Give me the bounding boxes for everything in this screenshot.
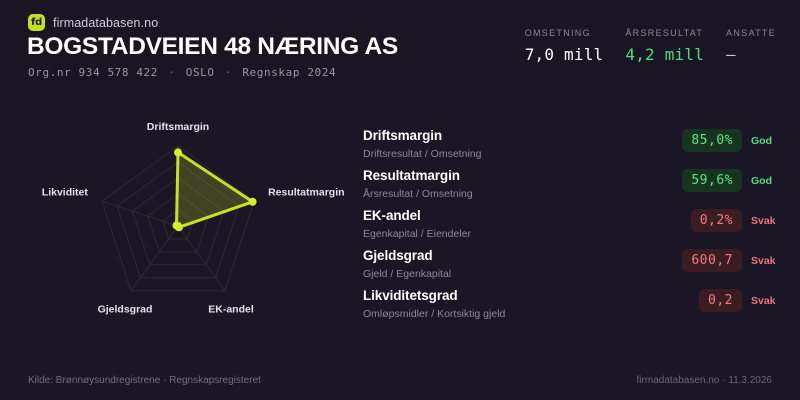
- metric-formula: Årsresultat / Omsetning: [363, 187, 473, 200]
- metric-row-resultatmargin[interactable]: Resultatmargin Årsresultat / Omsetning 5…: [363, 168, 783, 208]
- stat-label: ANSATTE: [726, 28, 776, 38]
- metric-formula: Driftsresultat / Omsetning: [363, 147, 482, 160]
- metric-text: Gjeldsgrad Gjeld / Egenkapital: [363, 248, 682, 280]
- stat-ansatte: ANSATTE –: [726, 28, 776, 64]
- metric-text: EK-andel Egenkapital / Eiendeler: [363, 208, 691, 240]
- radar-chart: Driftsmargin Resultatmargin EK-andel Gjelds…: [0, 88, 350, 338]
- accounting-year: Regnskap 2024: [242, 66, 337, 79]
- radar-axis-label: EK-andel: [208, 304, 254, 316]
- metric-rating: Svak: [751, 214, 776, 227]
- stat-omsetning: OMSETNING 7,0 mill: [525, 28, 604, 64]
- meta-separator-1: ·: [168, 66, 176, 79]
- metrics-list: Driftsmargin Driftsresultat / Omsetning …: [363, 128, 783, 328]
- page-footer: Kilde: Brønnøysundregistrene · Regnskaps…: [0, 366, 800, 400]
- radar-grid: [101, 145, 255, 292]
- stat-value: –: [726, 45, 736, 64]
- metric-value-badge: 600,7: [682, 249, 742, 272]
- page-header: fd firmadatabasen.no BOGSTADVEIEN 48 NÆR…: [0, 0, 800, 88]
- radar-axis-label: Likviditet: [42, 186, 89, 198]
- metric-formula: Gjeld / Egenkapital: [363, 267, 452, 280]
- radar-grid-ring: [116, 161, 240, 279]
- metric-value-group: 85,0% God: [682, 129, 783, 152]
- metric-text: Resultatmargin Årsresultat / Omsetning: [363, 168, 682, 200]
- radar-axis-label: Driftsmargin: [147, 121, 209, 133]
- metric-value-group: 0,2 Svak: [699, 289, 783, 312]
- radar-chart-svg: Driftsmargin Resultatmargin EK-andel Gjelds…: [42, 121, 345, 316]
- radar-series-area: [175, 150, 255, 229]
- metric-row-driftsmargin[interactable]: Driftsmargin Driftsresultat / Omsetning …: [363, 128, 783, 168]
- metric-name: Driftsmargin: [363, 128, 443, 143]
- stat-value: 7,0 mill: [524, 45, 604, 64]
- metric-rating: Svak: [751, 294, 776, 307]
- metric-rating: Svak: [751, 254, 776, 267]
- company-meta: Org.nr 934 578 422 · OSLO · Regnskap 202…: [28, 66, 336, 79]
- metric-text: Likviditetsgrad Omløpsmidler / Kortsikti…: [363, 288, 699, 320]
- metric-value-group: 600,7 Svak: [682, 249, 783, 272]
- radar-grid-ring: [101, 145, 255, 292]
- company-city: OSLO: [185, 66, 215, 79]
- radar-data-point: [248, 197, 257, 206]
- radar-grid-ring: [131, 177, 225, 266]
- brand[interactable]: fd firmadatabasen.no: [28, 14, 158, 31]
- radar-data-point: [172, 221, 181, 230]
- metric-name: Gjeldsgrad: [363, 248, 433, 263]
- metric-name: EK-andel: [363, 208, 421, 223]
- metric-value-group: 0,2% Svak: [690, 209, 783, 232]
- meta-separator-2: ·: [224, 66, 233, 79]
- radar-grid-ring: [147, 193, 209, 253]
- radar-axis-line: [177, 225, 226, 291]
- radar-axis-line: [130, 225, 179, 291]
- radar-grid-ring: [162, 209, 194, 240]
- radar-data-points: [172, 148, 257, 232]
- stat-arsresultat: ÅRSRESULTAT 4,2 mill: [625, 28, 704, 64]
- metric-rating: God: [751, 174, 772, 187]
- page-title: BOGSTADVEIEN 48 NÆRING AS: [27, 33, 398, 60]
- stat-value: 4,2 mill: [625, 45, 705, 64]
- footer-credit: firmadatabasen.no · 11.3.2026: [636, 375, 772, 386]
- radar-axis-line: [101, 200, 179, 227]
- radar-axis-labels: Driftsmargin Resultatmargin EK-andel Gjelds…: [42, 121, 345, 316]
- metric-row-ek-andel[interactable]: EK-andel Egenkapital / Eiendeler 0,2% Sv…: [363, 208, 783, 248]
- metric-value-badge: 0,2: [699, 289, 742, 312]
- radar-axis-label: Resultatmargin: [268, 186, 344, 198]
- metric-formula: Omløpsmidler / Kortsiktig gjeld: [363, 307, 506, 320]
- radar-axis-label: Gjeldsgrad: [98, 304, 153, 316]
- firmadatabasen-logo-icon: fd: [28, 14, 45, 31]
- metric-row-likviditetsgrad[interactable]: Likviditetsgrad Omløpsmidler / Kortsikti…: [363, 288, 783, 328]
- radar-data-point: [174, 148, 182, 157]
- metric-rating: God: [751, 134, 772, 147]
- header-stats: OMSETNING 7,0 mill ÅRSRESULTAT 4,2 mill …: [525, 28, 776, 64]
- org-number: Org.nr 934 578 422: [28, 66, 159, 79]
- brand-name: firmadatabasen.no: [53, 15, 159, 30]
- metric-value-badge: 0,2%: [690, 209, 742, 232]
- metric-name: Resultatmargin: [363, 168, 460, 183]
- stat-label: OMSETNING: [524, 28, 591, 38]
- metric-value-group: 59,6% God: [682, 169, 783, 192]
- metric-name: Likviditetsgrad: [363, 288, 458, 303]
- footer-source: Kilde: Brønnøysundregistrene · Regnskaps…: [28, 375, 261, 386]
- metric-value-badge: 59,6%: [682, 169, 742, 192]
- metric-value-badge: 85,0%: [682, 129, 742, 152]
- metric-row-gjeldsgrad[interactable]: Gjeldsgrad Gjeld / Egenkapital 600,7 Sva…: [363, 248, 783, 288]
- metric-text: Driftsmargin Driftsresultat / Omsetning: [363, 128, 682, 160]
- stat-label: ÅRSRESULTAT: [625, 28, 704, 38]
- metric-formula: Egenkapital / Eiendeler: [363, 227, 471, 240]
